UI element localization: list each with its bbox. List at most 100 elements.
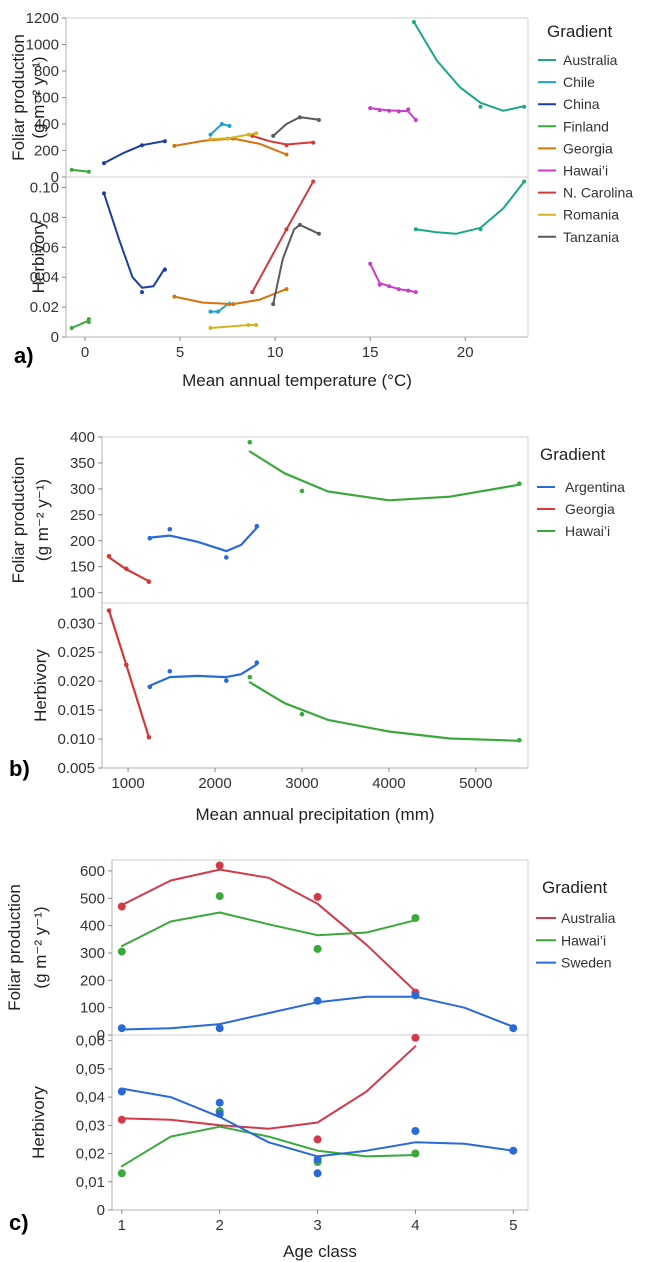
y-tick-label: 150 — [70, 559, 95, 576]
x-tick-label: 5 — [509, 1217, 517, 1234]
data-point-finland — [86, 320, 91, 324]
legend-label: Romania — [563, 207, 619, 223]
data-point-hawai-i — [247, 674, 253, 680]
legend-label: China — [563, 96, 600, 112]
x-tick-label: 15 — [362, 344, 379, 361]
data-point-chile — [227, 124, 232, 128]
data-point-argentina — [167, 527, 173, 532]
x-tick-label: 1000 — [111, 775, 144, 792]
data-point-tanzania — [297, 222, 302, 227]
legend-label: Georgia — [565, 501, 615, 517]
legend-item: Georgia — [538, 140, 613, 156]
data-point-romania — [246, 132, 251, 137]
series-line-chile — [209, 123, 231, 136]
data-point-china — [102, 191, 106, 196]
data-point-australia — [117, 902, 126, 911]
data-point-hawai-i — [413, 290, 418, 295]
data-point-n-carolina — [284, 227, 289, 232]
subplot-2-1: 100 150 200 250 300 350 400 Foliar production (g… — [9, 429, 529, 604]
legend-item: Romania — [538, 207, 619, 223]
data-point-romania — [254, 131, 259, 136]
legend: Gradient Australia Chile China Finland Georgi… — [538, 22, 633, 245]
subplot-3-2: 0 0,01 0,02 0,03 0,04 0,05 0,06 Herbivory — [29, 1033, 529, 1219]
series-line-finland — [70, 319, 90, 329]
y-tick-label: 400 — [34, 116, 59, 133]
subplot-1-2: 0 0.02 0.04 0.06 0.08 0.10 Herbivory — [29, 176, 529, 346]
x-tick-label: 3000 — [285, 775, 318, 792]
data-point-hawai-i — [215, 892, 224, 901]
data-point-sweden — [215, 1110, 224, 1118]
y-tick-label: 0.015 — [57, 702, 95, 719]
x-tick-label: 1 — [118, 1217, 126, 1234]
x-axis-title: Mean annual precipitation (mm) — [195, 805, 434, 824]
data-point-argentina — [147, 684, 153, 690]
data-point-hawai-i — [377, 282, 382, 287]
x-tick-label: 2 — [215, 1217, 223, 1234]
data-point-tanzania — [316, 231, 321, 236]
data-point-georgia — [146, 579, 152, 584]
legend-label: Tanzania — [563, 229, 619, 245]
y-tick-label: 300 — [80, 945, 105, 962]
y-tick-label: 300 — [70, 481, 95, 498]
data-point-australia — [478, 227, 483, 232]
data-point-finland — [69, 326, 74, 330]
series-line-argentina — [148, 663, 258, 687]
data-point-china — [162, 267, 167, 272]
data-point-china — [102, 161, 106, 166]
y-tick-label: 1000 — [26, 37, 59, 54]
y-tick-label: 200 — [70, 533, 95, 550]
legend-label: Sweden — [561, 955, 612, 971]
data-point-australia — [313, 892, 322, 901]
data-point-n-carolina — [250, 290, 255, 295]
data-point-hawai-i — [368, 106, 373, 111]
legend-title: Gradient — [540, 445, 605, 464]
x-tick-label: 5 — [176, 344, 184, 361]
data-point-tanzania — [316, 118, 321, 122]
series-line-georgia — [107, 556, 150, 583]
y-tick-label: 0 — [51, 169, 59, 186]
x-axis-title: Age class — [283, 1242, 357, 1261]
y-tick-label: 100 — [80, 1000, 105, 1017]
series-line-australia — [120, 868, 417, 993]
y-tick-label: 0,06 — [76, 1033, 105, 1050]
y-tick-label: 0.06 — [30, 239, 59, 256]
x-tick-label: 4000 — [372, 775, 405, 792]
data-point-chile — [208, 309, 213, 314]
y-axis-title: Herbivory — [29, 1086, 48, 1159]
legend-item: Hawai’i — [537, 523, 610, 539]
panel-2: 100 150 200 250 300 350 400 Foliar production (g… — [9, 429, 625, 824]
series-line-argentina — [148, 526, 258, 553]
series-line-australia — [414, 180, 526, 235]
data-point-hawai-i — [411, 1149, 420, 1158]
y-tick-label: 0,05 — [76, 1061, 105, 1078]
x-tick-label: 0 — [81, 344, 89, 361]
data-point-georgia — [284, 152, 289, 157]
data-point-romania — [225, 136, 230, 141]
series-line-n-carolina — [251, 134, 315, 146]
data-point-hawai-i — [396, 287, 401, 292]
x-tick-label: 4 — [411, 1217, 419, 1234]
legend-item: Australia — [536, 910, 616, 926]
data-point-argentina — [254, 523, 260, 529]
legend-item: Finland — [538, 118, 609, 134]
data-point-georgia — [106, 554, 112, 559]
data-point-argentina — [224, 555, 229, 560]
y-tick-label: 0,04 — [76, 1089, 105, 1106]
series-line-hawai-i — [120, 911, 417, 948]
panel-3: 0 100 200 300 400 500 600 Foliar production (g m… — [5, 859, 616, 1261]
y-tick-label: 0.020 — [57, 673, 95, 690]
data-point-chile — [208, 132, 213, 137]
legend-item: Chile — [538, 74, 595, 90]
y-tick-label: 0,02 — [76, 1146, 105, 1163]
y-tick-label: 0.02 — [30, 299, 59, 316]
data-point-australia — [411, 1033, 420, 1042]
legend-item: N. Carolina — [538, 185, 633, 201]
data-point-sweden — [411, 1127, 420, 1135]
y-tick-label: 600 — [34, 90, 59, 107]
y-tick-label: 0.030 — [57, 615, 95, 632]
data-point-romania — [208, 137, 213, 142]
x-tick-label: 10 — [267, 344, 284, 361]
series-line-hawai-i — [120, 1125, 417, 1168]
x-tick-label: 2000 — [198, 775, 231, 792]
data-point-georgia — [124, 662, 129, 668]
